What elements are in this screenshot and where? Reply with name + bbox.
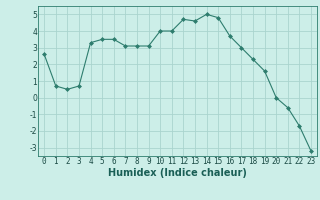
X-axis label: Humidex (Indice chaleur): Humidex (Indice chaleur) bbox=[108, 168, 247, 178]
